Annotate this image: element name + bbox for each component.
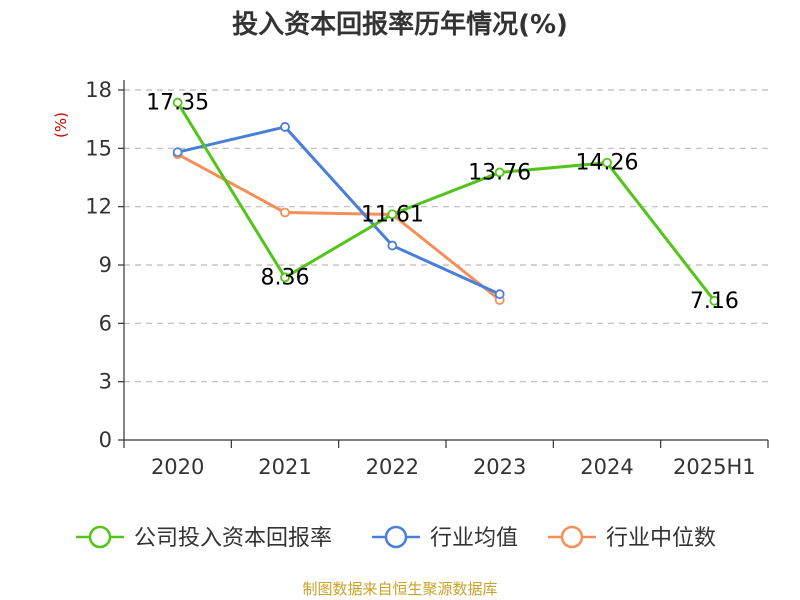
data-point	[280, 207, 290, 218]
y-tick-label: 0	[99, 428, 112, 452]
legend-label: 公司投入资本回报率	[134, 526, 332, 551]
y-tick-label: 3	[99, 370, 112, 394]
data-label: 11.61	[361, 202, 424, 227]
legend-label: 行业均值	[430, 526, 518, 551]
data-point	[709, 295, 720, 306]
x-tick-label: 2022	[366, 455, 419, 479]
data-point	[494, 289, 505, 300]
series-lines	[172, 97, 720, 306]
y-tick-label: 9	[99, 253, 112, 277]
source-note: 制图数据来自恒生聚源数据库	[302, 580, 498, 598]
x-tick-label: 2023	[473, 455, 526, 479]
chart-title: 投入资本回报率历年情况(%)	[232, 10, 568, 40]
grid-lines	[124, 89, 768, 383]
y-axis-unit-label: (%)	[52, 112, 70, 138]
data-label: 13.76	[468, 160, 531, 185]
legend-marker	[88, 525, 112, 549]
data-point	[602, 157, 612, 168]
y-tick-label: 18	[85, 78, 112, 102]
data-point	[494, 167, 505, 178]
data-label: 7.16	[690, 289, 739, 314]
y-tick-label: 6	[99, 311, 112, 335]
x-tick-label: 2025H1	[673, 455, 756, 479]
series-line	[177, 125, 501, 296]
data-point	[387, 240, 398, 251]
legend-marker	[560, 525, 584, 549]
y-tick-label: 15	[85, 136, 112, 160]
legend-label: 行业中位数	[606, 526, 716, 551]
axes: 0 3 6 9 12 15 18 2020 2021 2022 2023 2024 2025H1	[85, 78, 769, 479]
x-tick-label: 2020	[151, 455, 204, 479]
series-line	[176, 152, 501, 302]
data-point	[172, 147, 183, 158]
data-labels: 17.35 8.36 11.61 13.76 14.26 7.16	[146, 91, 739, 314]
legend: 公司投入资本回报率 行业均值 行业中位数	[76, 525, 716, 551]
data-point	[387, 209, 398, 220]
series-line	[176, 101, 716, 302]
y-tick-label: 12	[85, 195, 112, 219]
legend-marker	[384, 525, 408, 549]
data-point	[280, 122, 290, 132]
data-point	[172, 97, 183, 108]
data-label: 8.36	[261, 265, 310, 290]
data-point	[280, 272, 290, 283]
data-label: 14.26	[576, 151, 639, 176]
x-tick-label: 2021	[258, 455, 311, 479]
x-tick-label: 2024	[580, 455, 633, 479]
data-label: 17.35	[146, 91, 209, 116]
